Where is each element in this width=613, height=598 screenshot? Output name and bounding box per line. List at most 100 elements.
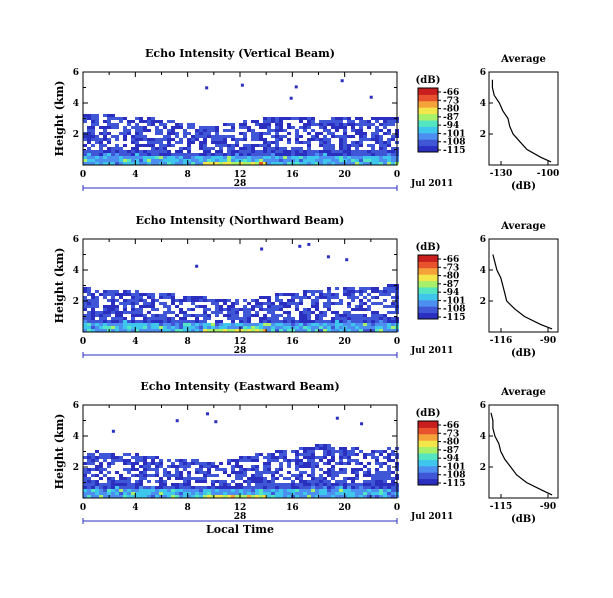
echo-cell xyxy=(191,320,195,323)
echo-cell xyxy=(363,159,367,162)
echo-cell xyxy=(147,326,151,329)
echo-cell xyxy=(279,153,283,156)
echo-cell xyxy=(183,477,187,480)
echo-cell xyxy=(323,492,327,495)
echo-cell xyxy=(243,326,247,329)
echo-cell xyxy=(391,287,395,290)
echo-cell xyxy=(315,447,319,450)
echo-cell xyxy=(83,474,87,477)
echo-cell xyxy=(351,326,355,329)
echo-cell xyxy=(87,287,91,290)
echo-cell xyxy=(155,462,159,465)
echo-cell xyxy=(183,317,187,320)
echo-cell xyxy=(307,296,311,299)
echo-cell xyxy=(299,120,303,123)
echo-cell xyxy=(183,159,187,162)
echo-cell xyxy=(155,126,159,129)
echo-cell xyxy=(239,459,243,462)
echo-cell xyxy=(135,117,139,120)
colorbar-tick-label: -101 xyxy=(443,129,466,139)
echo-cell xyxy=(91,320,95,323)
colorbar-tick-label: -73 xyxy=(443,96,459,106)
echo-cell xyxy=(263,138,267,141)
echo-cell xyxy=(99,311,103,314)
echo-cell xyxy=(383,489,387,492)
echo-cell xyxy=(127,453,131,456)
echo-cell xyxy=(339,123,343,126)
echo-cell xyxy=(299,453,303,456)
echo-cell xyxy=(227,308,231,311)
x-tick-label: 0 xyxy=(80,337,86,347)
echo-cell xyxy=(355,296,359,299)
echo-cell xyxy=(111,320,115,323)
echo-cell xyxy=(279,162,283,165)
echo-cell xyxy=(255,453,259,456)
echo-cell xyxy=(331,147,335,150)
echo-cell xyxy=(319,126,323,129)
echo-cell xyxy=(183,162,187,165)
echo-cell xyxy=(203,150,207,153)
echo-cell xyxy=(215,299,219,302)
echo-cell xyxy=(363,465,367,468)
echo-cell xyxy=(175,159,179,162)
date-day-label: 28 xyxy=(234,346,247,356)
echo-cell xyxy=(287,162,291,165)
echo-cell xyxy=(271,480,275,483)
echo-cell xyxy=(91,468,95,471)
echo-cell xyxy=(231,308,235,311)
echo-cell xyxy=(215,132,219,135)
echo-cell xyxy=(371,486,375,489)
echo-cell xyxy=(199,141,203,144)
echo-cell xyxy=(379,159,383,162)
echo-cell xyxy=(231,153,235,156)
echo-cell xyxy=(351,141,355,144)
echo-cell xyxy=(283,450,287,453)
echo-cell xyxy=(135,495,139,498)
echo-cell xyxy=(163,147,167,150)
echo-cell xyxy=(315,314,319,317)
echo-cell xyxy=(391,459,395,462)
echo-cell xyxy=(287,459,291,462)
echo-cell xyxy=(215,314,219,317)
echo-cell xyxy=(255,456,259,459)
echo-cell xyxy=(131,308,135,311)
echo-cell xyxy=(259,138,263,141)
echo-cell xyxy=(99,317,103,320)
echo-cell xyxy=(143,495,147,498)
echo-cell xyxy=(99,495,103,498)
echo-cell xyxy=(343,150,347,153)
echo-cell xyxy=(91,150,95,153)
echo-cell xyxy=(83,486,87,489)
echo-cell xyxy=(371,156,375,159)
echo-cell xyxy=(299,477,303,480)
echo-cell xyxy=(179,483,183,486)
echo-cell xyxy=(335,474,339,477)
echo-cell xyxy=(187,147,191,150)
echo-cell xyxy=(295,465,299,468)
echo-cell xyxy=(151,299,155,302)
echo-cell xyxy=(363,320,367,323)
echo-cell xyxy=(351,150,355,153)
average-x-label: (dB) xyxy=(511,514,536,525)
echo-cell xyxy=(115,320,119,323)
echo-cell xyxy=(283,456,287,459)
echo-cell xyxy=(135,489,139,492)
x-tick-label: 4 xyxy=(132,503,138,513)
colorbar-segment xyxy=(418,306,438,314)
echo-cell xyxy=(343,311,347,314)
echo-cell xyxy=(167,138,171,141)
date-day-label: 28 xyxy=(234,512,247,522)
echo-cell xyxy=(183,492,187,495)
colorbar-tick-label: -73 xyxy=(443,263,459,273)
echo-cell xyxy=(299,147,303,150)
echo-cell xyxy=(363,296,367,299)
echo-cell xyxy=(219,483,223,486)
echo-cell xyxy=(375,495,379,498)
echo-cell xyxy=(206,412,210,416)
echo-cell xyxy=(203,129,207,132)
echo-cell xyxy=(363,153,367,156)
echo-cell xyxy=(295,456,299,459)
echo-cell xyxy=(291,302,295,305)
echo-cell xyxy=(347,117,351,120)
echo-cell xyxy=(151,156,155,159)
